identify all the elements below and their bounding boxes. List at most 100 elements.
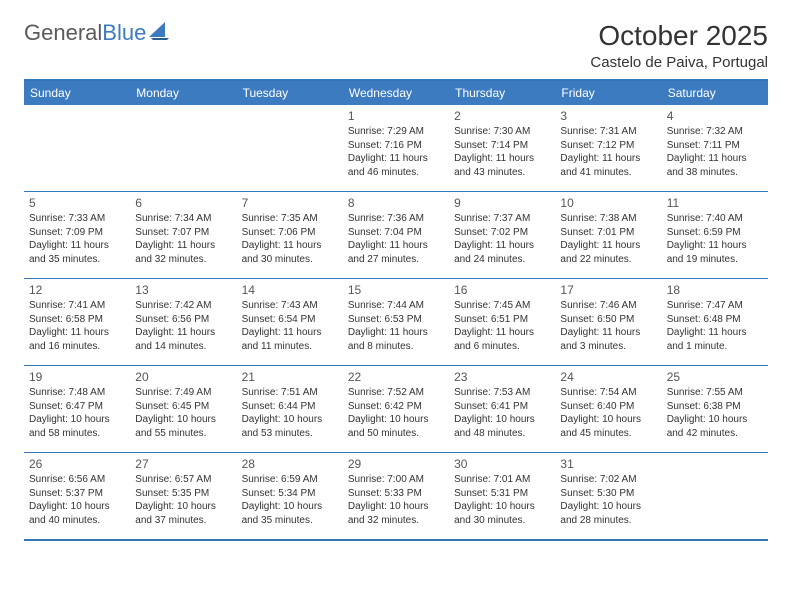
sunrise-line: Sunrise: 7:33 AM	[29, 212, 125, 226]
day-cell: 17Sunrise: 7:46 AMSunset: 6:50 PMDayligh…	[555, 279, 661, 365]
day-cell: 27Sunrise: 6:57 AMSunset: 5:35 PMDayligh…	[130, 453, 236, 539]
daylight-line: Daylight: 11 hours and 16 minutes.	[29, 326, 125, 353]
daylight-line: Daylight: 11 hours and 24 minutes.	[454, 239, 550, 266]
day-cell: 1Sunrise: 7:29 AMSunset: 7:16 PMDaylight…	[343, 105, 449, 191]
calendar: SundayMondayTuesdayWednesdayThursdayFrid…	[24, 79, 768, 541]
daylight-line: Daylight: 11 hours and 32 minutes.	[135, 239, 231, 266]
sunset-line: Sunset: 6:38 PM	[667, 400, 763, 414]
sunset-line: Sunset: 6:44 PM	[242, 400, 338, 414]
day-cell: 15Sunrise: 7:44 AMSunset: 6:53 PMDayligh…	[343, 279, 449, 365]
day-number: 25	[667, 369, 763, 385]
sunrise-line: Sunrise: 7:55 AM	[667, 386, 763, 400]
day-number: 13	[135, 282, 231, 298]
day-cell: 24Sunrise: 7:54 AMSunset: 6:40 PMDayligh…	[555, 366, 661, 452]
daylight-line: Daylight: 11 hours and 30 minutes.	[242, 239, 338, 266]
day-cell: 28Sunrise: 6:59 AMSunset: 5:34 PMDayligh…	[237, 453, 343, 539]
daylight-line: Daylight: 11 hours and 3 minutes.	[560, 326, 656, 353]
sunset-line: Sunset: 7:07 PM	[135, 226, 231, 240]
sunrise-line: Sunrise: 7:37 AM	[454, 212, 550, 226]
day-cell: 14Sunrise: 7:43 AMSunset: 6:54 PMDayligh…	[237, 279, 343, 365]
day-number: 12	[29, 282, 125, 298]
daylight-line: Daylight: 10 hours and 50 minutes.	[348, 413, 444, 440]
sunrise-line: Sunrise: 6:57 AM	[135, 473, 231, 487]
week-row: 26Sunrise: 6:56 AMSunset: 5:37 PMDayligh…	[24, 452, 768, 539]
weekday-monday: Monday	[130, 81, 236, 105]
sunrise-line: Sunrise: 7:47 AM	[667, 299, 763, 313]
daylight-line: Daylight: 11 hours and 1 minute.	[667, 326, 763, 353]
daylight-line: Daylight: 11 hours and 22 minutes.	[560, 239, 656, 266]
sunset-line: Sunset: 6:48 PM	[667, 313, 763, 327]
sunset-line: Sunset: 6:54 PM	[242, 313, 338, 327]
day-number: 27	[135, 456, 231, 472]
sunset-line: Sunset: 6:53 PM	[348, 313, 444, 327]
sunrise-line: Sunrise: 7:54 AM	[560, 386, 656, 400]
week-row: 5Sunrise: 7:33 AMSunset: 7:09 PMDaylight…	[24, 191, 768, 278]
weeks: ...1Sunrise: 7:29 AMSunset: 7:16 PMDayli…	[24, 105, 768, 539]
weekday-thursday: Thursday	[449, 81, 555, 105]
day-number: 1	[348, 108, 444, 124]
day-cell: 23Sunrise: 7:53 AMSunset: 6:41 PMDayligh…	[449, 366, 555, 452]
sunset-line: Sunset: 7:01 PM	[560, 226, 656, 240]
sunrise-line: Sunrise: 7:31 AM	[560, 125, 656, 139]
sunrise-line: Sunrise: 7:42 AM	[135, 299, 231, 313]
sunset-line: Sunset: 5:31 PM	[454, 487, 550, 501]
day-cell: 31Sunrise: 7:02 AMSunset: 5:30 PMDayligh…	[555, 453, 661, 539]
day-number: 7	[242, 195, 338, 211]
weekday-friday: Friday	[555, 81, 661, 105]
daylight-line: Daylight: 10 hours and 58 minutes.	[29, 413, 125, 440]
title-block: October 2025 Castelo de Paiva, Portugal	[590, 20, 768, 71]
day-number: 20	[135, 369, 231, 385]
day-cell: 7Sunrise: 7:35 AMSunset: 7:06 PMDaylight…	[237, 192, 343, 278]
weekday-sunday: Sunday	[24, 81, 130, 105]
day-cell: 26Sunrise: 6:56 AMSunset: 5:37 PMDayligh…	[24, 453, 130, 539]
day-number: 15	[348, 282, 444, 298]
sunrise-line: Sunrise: 7:02 AM	[560, 473, 656, 487]
sunrise-line: Sunrise: 7:29 AM	[348, 125, 444, 139]
daylight-line: Daylight: 10 hours and 55 minutes.	[135, 413, 231, 440]
day-cell: 11Sunrise: 7:40 AMSunset: 6:59 PMDayligh…	[662, 192, 768, 278]
header: GeneralBlue October 2025 Castelo de Paiv…	[24, 20, 768, 71]
sunrise-line: Sunrise: 7:00 AM	[348, 473, 444, 487]
daylight-line: Daylight: 11 hours and 19 minutes.	[667, 239, 763, 266]
day-number: 16	[454, 282, 550, 298]
sunset-line: Sunset: 7:12 PM	[560, 139, 656, 153]
day-cell: 19Sunrise: 7:48 AMSunset: 6:47 PMDayligh…	[24, 366, 130, 452]
sunrise-line: Sunrise: 6:59 AM	[242, 473, 338, 487]
sunset-line: Sunset: 5:30 PM	[560, 487, 656, 501]
sunrise-line: Sunrise: 7:35 AM	[242, 212, 338, 226]
sunrise-line: Sunrise: 7:32 AM	[667, 125, 763, 139]
daylight-line: Daylight: 11 hours and 6 minutes.	[454, 326, 550, 353]
day-cell: 6Sunrise: 7:34 AMSunset: 7:07 PMDaylight…	[130, 192, 236, 278]
day-cell: 20Sunrise: 7:49 AMSunset: 6:45 PMDayligh…	[130, 366, 236, 452]
logo-word2: Blue	[102, 20, 146, 46]
sunset-line: Sunset: 5:34 PM	[242, 487, 338, 501]
sail-icon	[149, 20, 171, 46]
daylight-line: Daylight: 11 hours and 11 minutes.	[242, 326, 338, 353]
day-cell: 29Sunrise: 7:00 AMSunset: 5:33 PMDayligh…	[343, 453, 449, 539]
day-number: 22	[348, 369, 444, 385]
sunset-line: Sunset: 7:04 PM	[348, 226, 444, 240]
sunrise-line: Sunrise: 7:43 AM	[242, 299, 338, 313]
logo-word1: General	[24, 20, 102, 46]
week-row: 12Sunrise: 7:41 AMSunset: 6:58 PMDayligh…	[24, 278, 768, 365]
daylight-line: Daylight: 10 hours and 45 minutes.	[560, 413, 656, 440]
weekday-saturday: Saturday	[662, 81, 768, 105]
day-number: 29	[348, 456, 444, 472]
sunset-line: Sunset: 5:37 PM	[29, 487, 125, 501]
daylight-line: Daylight: 10 hours and 53 minutes.	[242, 413, 338, 440]
daylight-line: Daylight: 11 hours and 41 minutes.	[560, 152, 656, 179]
daylight-line: Daylight: 11 hours and 35 minutes.	[29, 239, 125, 266]
sunset-line: Sunset: 5:33 PM	[348, 487, 444, 501]
day-cell: 18Sunrise: 7:47 AMSunset: 6:48 PMDayligh…	[662, 279, 768, 365]
sunset-line: Sunset: 7:02 PM	[454, 226, 550, 240]
sunrise-line: Sunrise: 6:56 AM	[29, 473, 125, 487]
day-cell: .	[24, 105, 130, 191]
sunrise-line: Sunrise: 7:38 AM	[560, 212, 656, 226]
day-number: 18	[667, 282, 763, 298]
sunrise-line: Sunrise: 7:45 AM	[454, 299, 550, 313]
day-number: 31	[560, 456, 656, 472]
sunset-line: Sunset: 6:45 PM	[135, 400, 231, 414]
daylight-line: Daylight: 11 hours and 38 minutes.	[667, 152, 763, 179]
sunrise-line: Sunrise: 7:52 AM	[348, 386, 444, 400]
day-number: 30	[454, 456, 550, 472]
